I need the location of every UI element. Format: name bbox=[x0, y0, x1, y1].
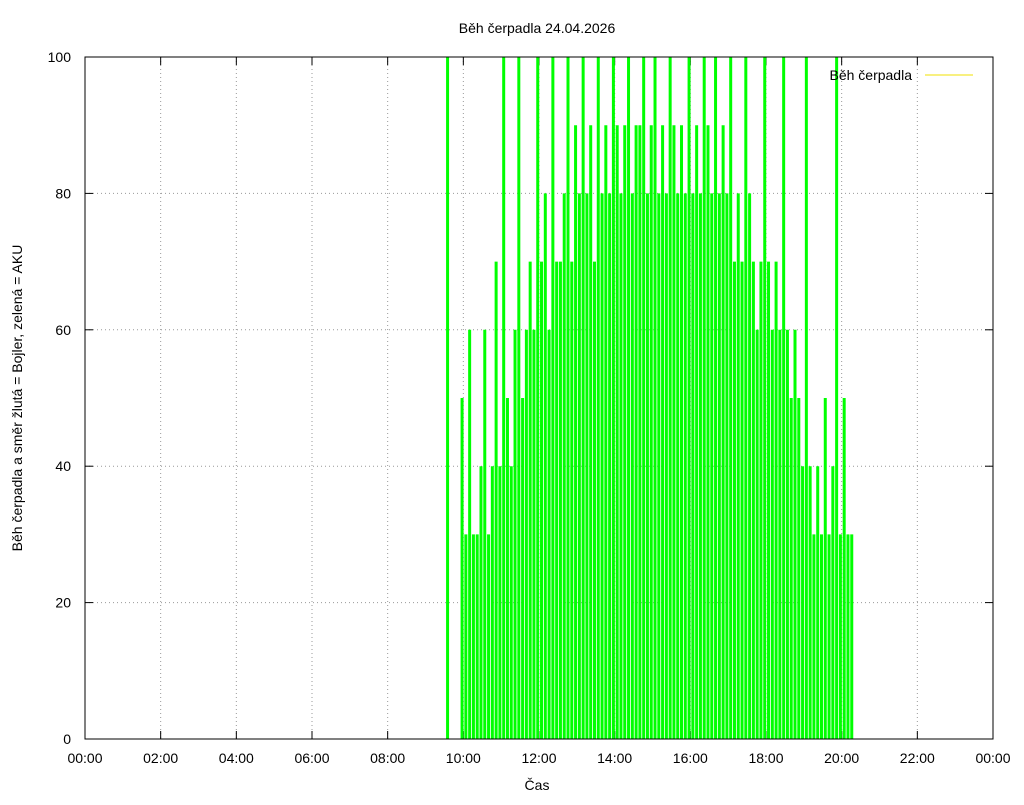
x-tick-label: 00:00 bbox=[975, 750, 1010, 766]
x-tick-label: 12:00 bbox=[521, 750, 556, 766]
y-tick-label: 80 bbox=[55, 185, 71, 201]
x-tick-label: 02:00 bbox=[143, 750, 178, 766]
y-axis-label: Běh čerpadla a směr žlutá = Bojler, zele… bbox=[9, 245, 25, 552]
y-tick-label: 40 bbox=[55, 458, 71, 474]
y-tick-label: 100 bbox=[48, 49, 72, 65]
x-tick-label: 20:00 bbox=[824, 750, 859, 766]
x-tick-label: 18:00 bbox=[748, 750, 783, 766]
x-tick-label: 10:00 bbox=[446, 750, 481, 766]
x-tick-label: 14:00 bbox=[597, 750, 632, 766]
y-tick-label: 0 bbox=[63, 731, 71, 747]
y-tick-label: 60 bbox=[55, 322, 71, 338]
legend-label: Běh čerpadla bbox=[829, 67, 912, 83]
x-tick-label: 04:00 bbox=[219, 750, 254, 766]
chart-title: Běh čerpadla 24.04.2026 bbox=[459, 20, 616, 36]
x-tick-label: 06:00 bbox=[294, 750, 329, 766]
y-tick-label: 20 bbox=[55, 595, 71, 611]
x-axis-label: Čas bbox=[525, 777, 550, 793]
x-tick-label: 16:00 bbox=[673, 750, 708, 766]
x-tick-label: 08:00 bbox=[370, 750, 405, 766]
plot-border bbox=[84, 56, 994, 740]
x-tick-label: 00:00 bbox=[67, 750, 102, 766]
x-tick-label: 22:00 bbox=[900, 750, 935, 766]
